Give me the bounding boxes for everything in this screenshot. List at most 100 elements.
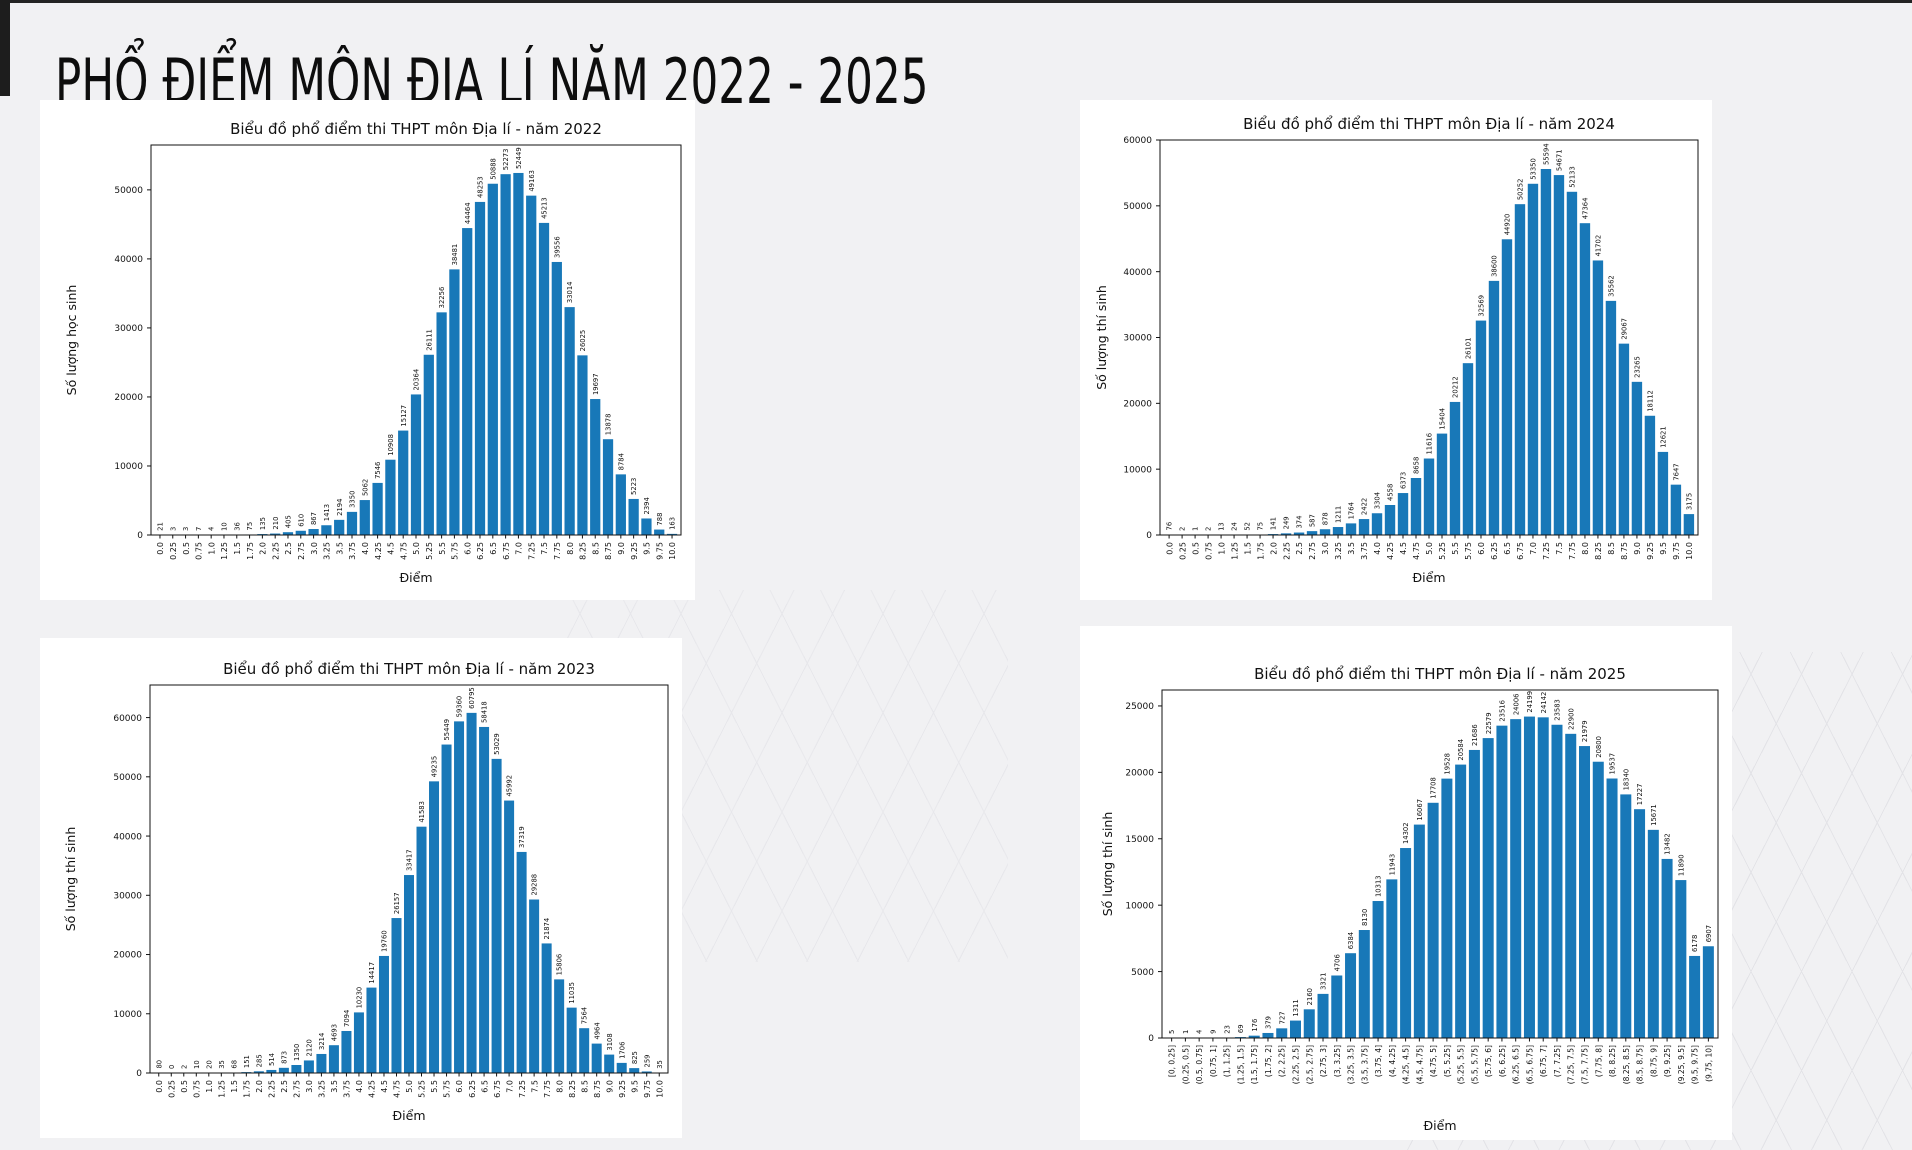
svg-text:15404: 15404 bbox=[1439, 408, 1447, 430]
svg-text:(5.75, 6]: (5.75, 6] bbox=[1484, 1045, 1493, 1077]
svg-text:(7.5, 7.75]: (7.5, 7.75] bbox=[1581, 1045, 1590, 1084]
svg-text:37319: 37319 bbox=[518, 826, 526, 848]
svg-text:(7, 7.25]: (7, 7.25] bbox=[1553, 1045, 1562, 1077]
svg-text:3.0: 3.0 bbox=[305, 1080, 314, 1093]
svg-text:0.25: 0.25 bbox=[1178, 542, 1187, 560]
svg-text:873: 873 bbox=[280, 1051, 288, 1064]
svg-text:9.0: 9.0 bbox=[1633, 542, 1642, 555]
svg-text:7.75: 7.75 bbox=[553, 542, 562, 560]
svg-text:8.25: 8.25 bbox=[568, 1080, 577, 1098]
svg-text:18340: 18340 bbox=[1622, 769, 1630, 791]
svg-text:2.75: 2.75 bbox=[1308, 542, 1317, 560]
svg-text:19760: 19760 bbox=[381, 930, 389, 952]
svg-text:374: 374 bbox=[1296, 516, 1304, 529]
svg-text:80: 80 bbox=[155, 1060, 163, 1069]
svg-text:40000: 40000 bbox=[1123, 268, 1152, 278]
svg-text:20000: 20000 bbox=[1123, 400, 1152, 410]
svg-text:Số lượng thí sinh: Số lượng thí sinh bbox=[1100, 812, 1115, 917]
svg-text:867: 867 bbox=[310, 512, 318, 525]
svg-text:10000: 10000 bbox=[114, 462, 143, 472]
svg-text:4.5: 4.5 bbox=[1399, 542, 1408, 555]
svg-text:3321: 3321 bbox=[1320, 973, 1328, 990]
score-distribution-chart-2025: Biểu đồ phổ điểm thi THPT môn Địa lí - n… bbox=[1100, 665, 1719, 1133]
svg-text:(3.25, 3.5]: (3.25, 3.5] bbox=[1347, 1045, 1356, 1084]
svg-text:35562: 35562 bbox=[1608, 275, 1616, 297]
svg-text:9.25: 9.25 bbox=[1646, 542, 1655, 560]
svg-text:10.0: 10.0 bbox=[655, 1080, 664, 1098]
svg-text:(8.75, 9]: (8.75, 9] bbox=[1649, 1045, 1658, 1077]
svg-text:3.25: 3.25 bbox=[318, 1080, 327, 1098]
svg-text:8.0: 8.0 bbox=[1581, 542, 1590, 555]
svg-text:4: 4 bbox=[1196, 1030, 1204, 1034]
svg-text:20000: 20000 bbox=[113, 951, 142, 961]
svg-text:0: 0 bbox=[136, 1069, 142, 1079]
svg-text:2.0: 2.0 bbox=[255, 1080, 264, 1093]
svg-text:38481: 38481 bbox=[451, 244, 459, 266]
svg-text:30000: 30000 bbox=[1123, 334, 1152, 344]
svg-text:141: 141 bbox=[1270, 517, 1278, 530]
svg-text:23: 23 bbox=[1223, 1025, 1231, 1034]
svg-text:30000: 30000 bbox=[113, 891, 142, 901]
svg-text:0: 0 bbox=[137, 531, 143, 541]
svg-text:20000: 20000 bbox=[1125, 769, 1154, 779]
svg-text:1.25: 1.25 bbox=[1230, 542, 1239, 560]
svg-text:825: 825 bbox=[631, 1051, 639, 1064]
svg-text:10230: 10230 bbox=[356, 987, 364, 1009]
svg-text:8.5: 8.5 bbox=[1607, 542, 1616, 555]
svg-text:60000: 60000 bbox=[1123, 136, 1152, 146]
svg-text:7.75: 7.75 bbox=[543, 1080, 552, 1098]
svg-text:44920: 44920 bbox=[1504, 214, 1512, 236]
svg-text:40000: 40000 bbox=[114, 255, 143, 265]
svg-text:53350: 53350 bbox=[1530, 158, 1538, 180]
svg-text:10908: 10908 bbox=[387, 434, 395, 456]
svg-text:15671: 15671 bbox=[1650, 804, 1658, 826]
svg-text:3.75: 3.75 bbox=[343, 1080, 352, 1098]
svg-text:2.0: 2.0 bbox=[259, 542, 268, 555]
svg-text:9.0: 9.0 bbox=[617, 542, 626, 555]
svg-text:4.75: 4.75 bbox=[393, 1080, 402, 1098]
svg-text:10.0: 10.0 bbox=[668, 542, 677, 560]
svg-text:5062: 5062 bbox=[361, 479, 369, 496]
score-distribution-chart-2023: Biểu đồ phổ điểm thi THPT môn Địa lí - n… bbox=[63, 660, 669, 1123]
svg-text:1.0: 1.0 bbox=[207, 542, 216, 555]
svg-text:8.0: 8.0 bbox=[566, 542, 575, 555]
svg-text:17708: 17708 bbox=[1430, 777, 1438, 799]
svg-text:9.25: 9.25 bbox=[618, 1080, 627, 1098]
svg-text:1413: 1413 bbox=[323, 504, 331, 521]
svg-text:0.75: 0.75 bbox=[192, 1080, 201, 1098]
svg-text:(8.25, 8.5]: (8.25, 8.5] bbox=[1622, 1045, 1631, 1084]
svg-text:5.75: 5.75 bbox=[1464, 542, 1473, 560]
svg-text:[0, 0.25]: [0, 0.25] bbox=[1168, 1045, 1177, 1077]
svg-text:(2.25, 2.5]: (2.25, 2.5] bbox=[1291, 1045, 1300, 1084]
svg-text:2.5: 2.5 bbox=[284, 542, 293, 555]
svg-text:2120: 2120 bbox=[305, 1039, 313, 1056]
svg-text:(6.5, 6.75]: (6.5, 6.75] bbox=[1525, 1045, 1534, 1084]
svg-text:4964: 4964 bbox=[593, 1022, 601, 1039]
svg-text:(6.75, 7]: (6.75, 7] bbox=[1539, 1045, 1548, 1077]
svg-text:285: 285 bbox=[255, 1054, 263, 1067]
svg-text:3304: 3304 bbox=[1374, 492, 1382, 509]
svg-text:(4, 4.25]: (4, 4.25] bbox=[1388, 1045, 1397, 1077]
svg-text:21686: 21686 bbox=[1471, 724, 1479, 746]
svg-text:7.75: 7.75 bbox=[1568, 542, 1577, 560]
svg-text:6.0: 6.0 bbox=[455, 1080, 464, 1093]
svg-text:14302: 14302 bbox=[1402, 822, 1410, 844]
svg-text:0.75: 0.75 bbox=[1204, 542, 1213, 560]
svg-text:22579: 22579 bbox=[1485, 712, 1493, 734]
svg-text:Biểu đồ phổ điểm thi THPT môn: Biểu đồ phổ điểm thi THPT môn Địa lí - n… bbox=[1243, 115, 1615, 133]
svg-text:48253: 48253 bbox=[477, 176, 485, 198]
svg-text:11890: 11890 bbox=[1677, 854, 1685, 876]
svg-text:10: 10 bbox=[193, 1060, 201, 1069]
svg-text:50252: 50252 bbox=[1517, 179, 1525, 201]
screen-left-edge bbox=[0, 0, 10, 96]
svg-text:210: 210 bbox=[272, 517, 280, 530]
svg-text:35: 35 bbox=[218, 1060, 226, 1069]
svg-text:0.0: 0.0 bbox=[1165, 542, 1174, 555]
svg-text:(2, 2.25]: (2, 2.25] bbox=[1278, 1045, 1287, 1077]
svg-text:53029: 53029 bbox=[493, 733, 501, 755]
svg-text:(4.5, 4.75]: (4.5, 4.75] bbox=[1415, 1045, 1424, 1084]
svg-text:40000: 40000 bbox=[113, 832, 142, 842]
svg-text:(6.25, 6.5]: (6.25, 6.5] bbox=[1512, 1045, 1521, 1084]
svg-text:(1.75, 2]: (1.75, 2] bbox=[1264, 1045, 1273, 1077]
svg-text:(9, 9.25]: (9, 9.25] bbox=[1663, 1045, 1672, 1077]
